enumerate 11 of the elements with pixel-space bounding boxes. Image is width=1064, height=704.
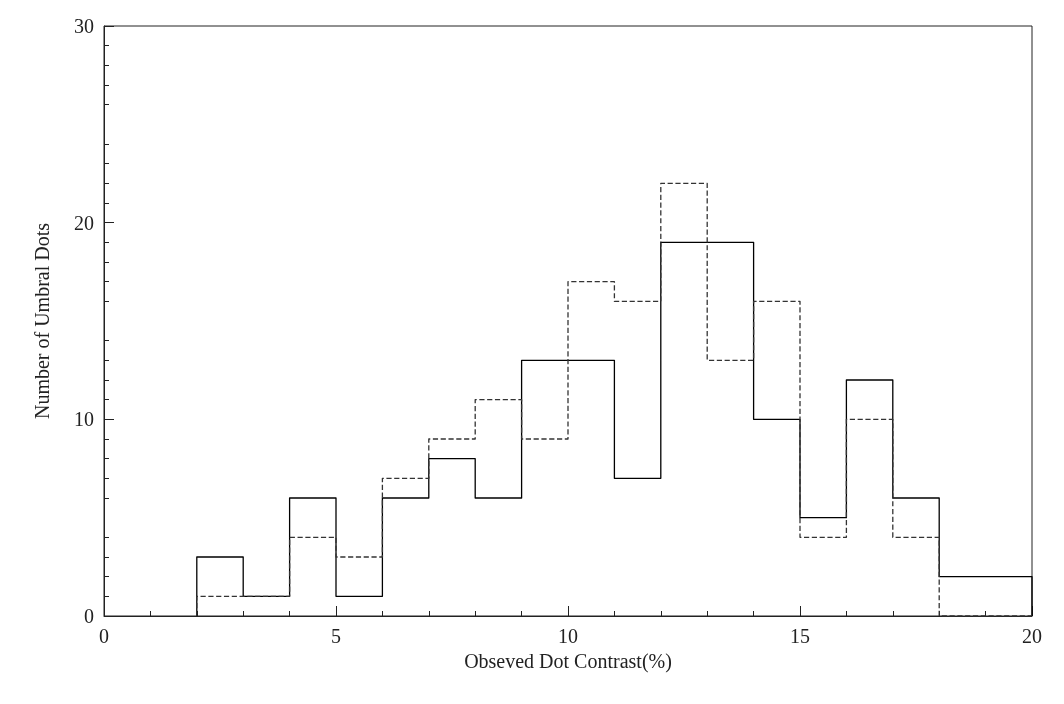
x-tick-label: 0: [99, 625, 109, 647]
y-tick-label: 30: [74, 15, 94, 37]
y-axis-title: Number of Umbral Dots: [31, 222, 53, 420]
x-tick-label: 10: [558, 625, 578, 647]
x-tick-label: 15: [790, 625, 810, 647]
x-tick-label: 5: [331, 625, 341, 647]
y-tick-label: 20: [74, 211, 94, 234]
y-tick-label: 10: [74, 408, 94, 431]
y-tick-label: 0: [84, 605, 94, 627]
x-tick-label: 20: [1022, 625, 1042, 647]
x-axis-title: Obseved Dot Contrast(%): [464, 649, 672, 673]
